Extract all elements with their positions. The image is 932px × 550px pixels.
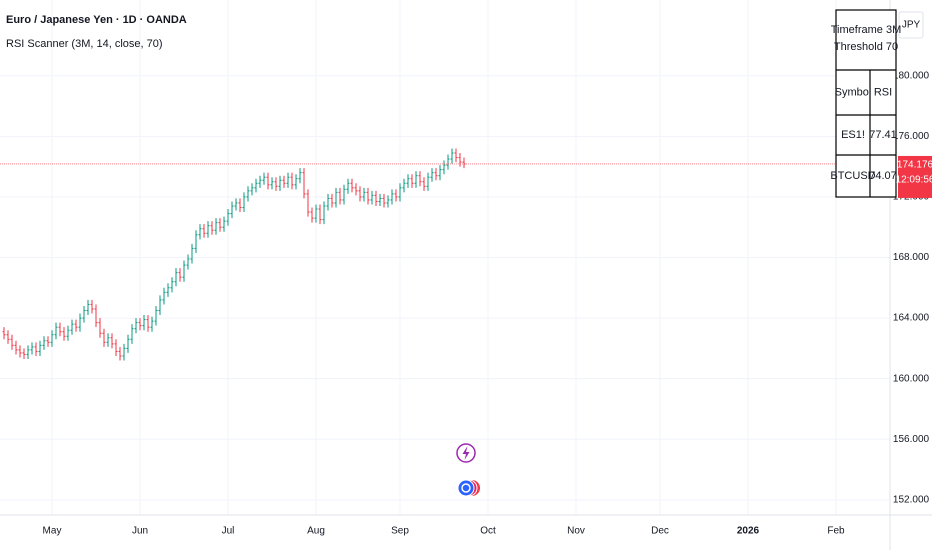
table-title: Threshold 70	[834, 41, 898, 53]
lightning-glyph	[462, 446, 470, 460]
table-cell: Symbol	[835, 86, 872, 98]
table-cell: BTCUSD	[830, 170, 875, 182]
event-flag[interactable]	[457, 479, 475, 497]
event-flag-glyph	[461, 483, 471, 493]
y-tick-label: 156.000	[893, 434, 930, 445]
table-frame	[835, 9, 897, 198]
currency-box[interactable]	[898, 11, 924, 39]
y-tick-label: 164.000	[893, 313, 930, 324]
table-cell: 74.07	[869, 170, 897, 182]
x-tick-label: Feb	[827, 526, 845, 537]
x-tick-label: Jul	[222, 526, 235, 537]
y-tick-label: 168.000	[893, 252, 930, 263]
last-price-tag	[898, 155, 932, 198]
x-tick-label: Jun	[132, 526, 148, 537]
rsi-table: Timeframe 3M Threshold 70 Symbol RSI ES1! 77.…	[830, 9, 902, 198]
table-cell: RSI	[874, 86, 892, 98]
x-tick-label: May	[43, 526, 62, 537]
x-tick-label: Sep	[391, 526, 409, 537]
price-tag-layer: 174.176 12:09:56	[896, 155, 932, 198]
axes-layer: 152.000156.000160.000164.000168.000172.0…	[43, 70, 930, 536]
table-title: Timeframe 3M	[831, 24, 902, 36]
event-icons[interactable]	[456, 443, 480, 497]
countdown-label: 12:09:56	[896, 175, 932, 186]
indicator-label: RSI Scanner (3M, 14, close, 70)	[6, 38, 163, 50]
x-tick-label: 2026	[737, 526, 760, 537]
x-tick-label: Dec	[651, 526, 669, 537]
y-tick-label: 152.000	[893, 494, 930, 505]
y-tick-label: 160.000	[893, 373, 930, 384]
chart-title: Euro / Japanese Yen · 1D · OANDA	[6, 14, 187, 26]
last-price-label: 174.176	[897, 160, 932, 171]
bars-layer	[0, 148, 890, 361]
x-tick-label: Nov	[567, 526, 585, 537]
x-tick-label: Oct	[480, 526, 496, 537]
x-tick-label: Aug	[307, 526, 325, 537]
grid-layer	[0, 0, 890, 515]
currency-label: JPY	[902, 20, 921, 31]
y-tick-label: 180.000	[893, 70, 930, 81]
table-cell: 77.41	[869, 129, 897, 141]
y-tick-label: 176.000	[893, 131, 930, 142]
table-cell: ES1!	[841, 129, 865, 141]
